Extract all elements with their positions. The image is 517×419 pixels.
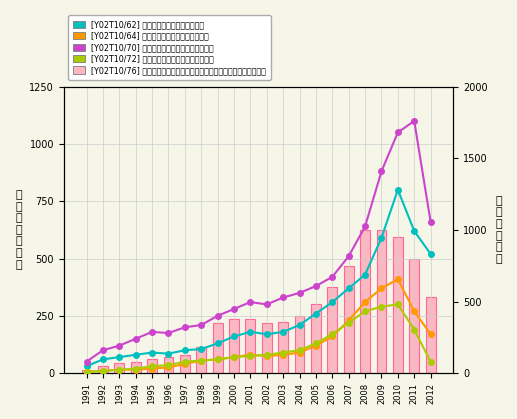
Bar <box>82 370 92 373</box>
Bar <box>229 319 239 373</box>
Bar <box>246 319 255 373</box>
Bar <box>376 230 386 373</box>
Bar <box>131 362 141 373</box>
Bar <box>180 354 190 373</box>
Bar <box>262 323 271 373</box>
Y-axis label: 棒
グ
ラ
フ
件
数: 棒 グ ラ フ 件 数 <box>495 196 502 264</box>
Bar <box>344 266 354 373</box>
Bar <box>278 321 288 373</box>
Bar <box>163 357 173 373</box>
Bar <box>295 316 305 373</box>
Bar <box>327 287 337 373</box>
Bar <box>425 297 435 373</box>
Legend: [Y02T10/62] ハイブリッド自動車関連技術, [Y02T10/64] 電気自動車の電子機器関連技術, [Y02T10/70] 電気自動車のバッテリー関連: [Y02T10/62] ハイブリッド自動車関連技術, [Y02T10/64] 電… <box>68 16 271 80</box>
Bar <box>409 259 419 373</box>
Bar <box>212 323 222 373</box>
Bar <box>393 237 403 373</box>
Bar <box>98 366 108 373</box>
Bar <box>196 347 206 373</box>
Bar <box>360 230 370 373</box>
Bar <box>114 363 124 373</box>
Bar <box>147 359 157 373</box>
Bar <box>311 304 321 373</box>
Y-axis label: 折
線
グ
ラ
フ
件
数: 折 線 グ ラ フ 件 数 <box>15 190 22 270</box>
